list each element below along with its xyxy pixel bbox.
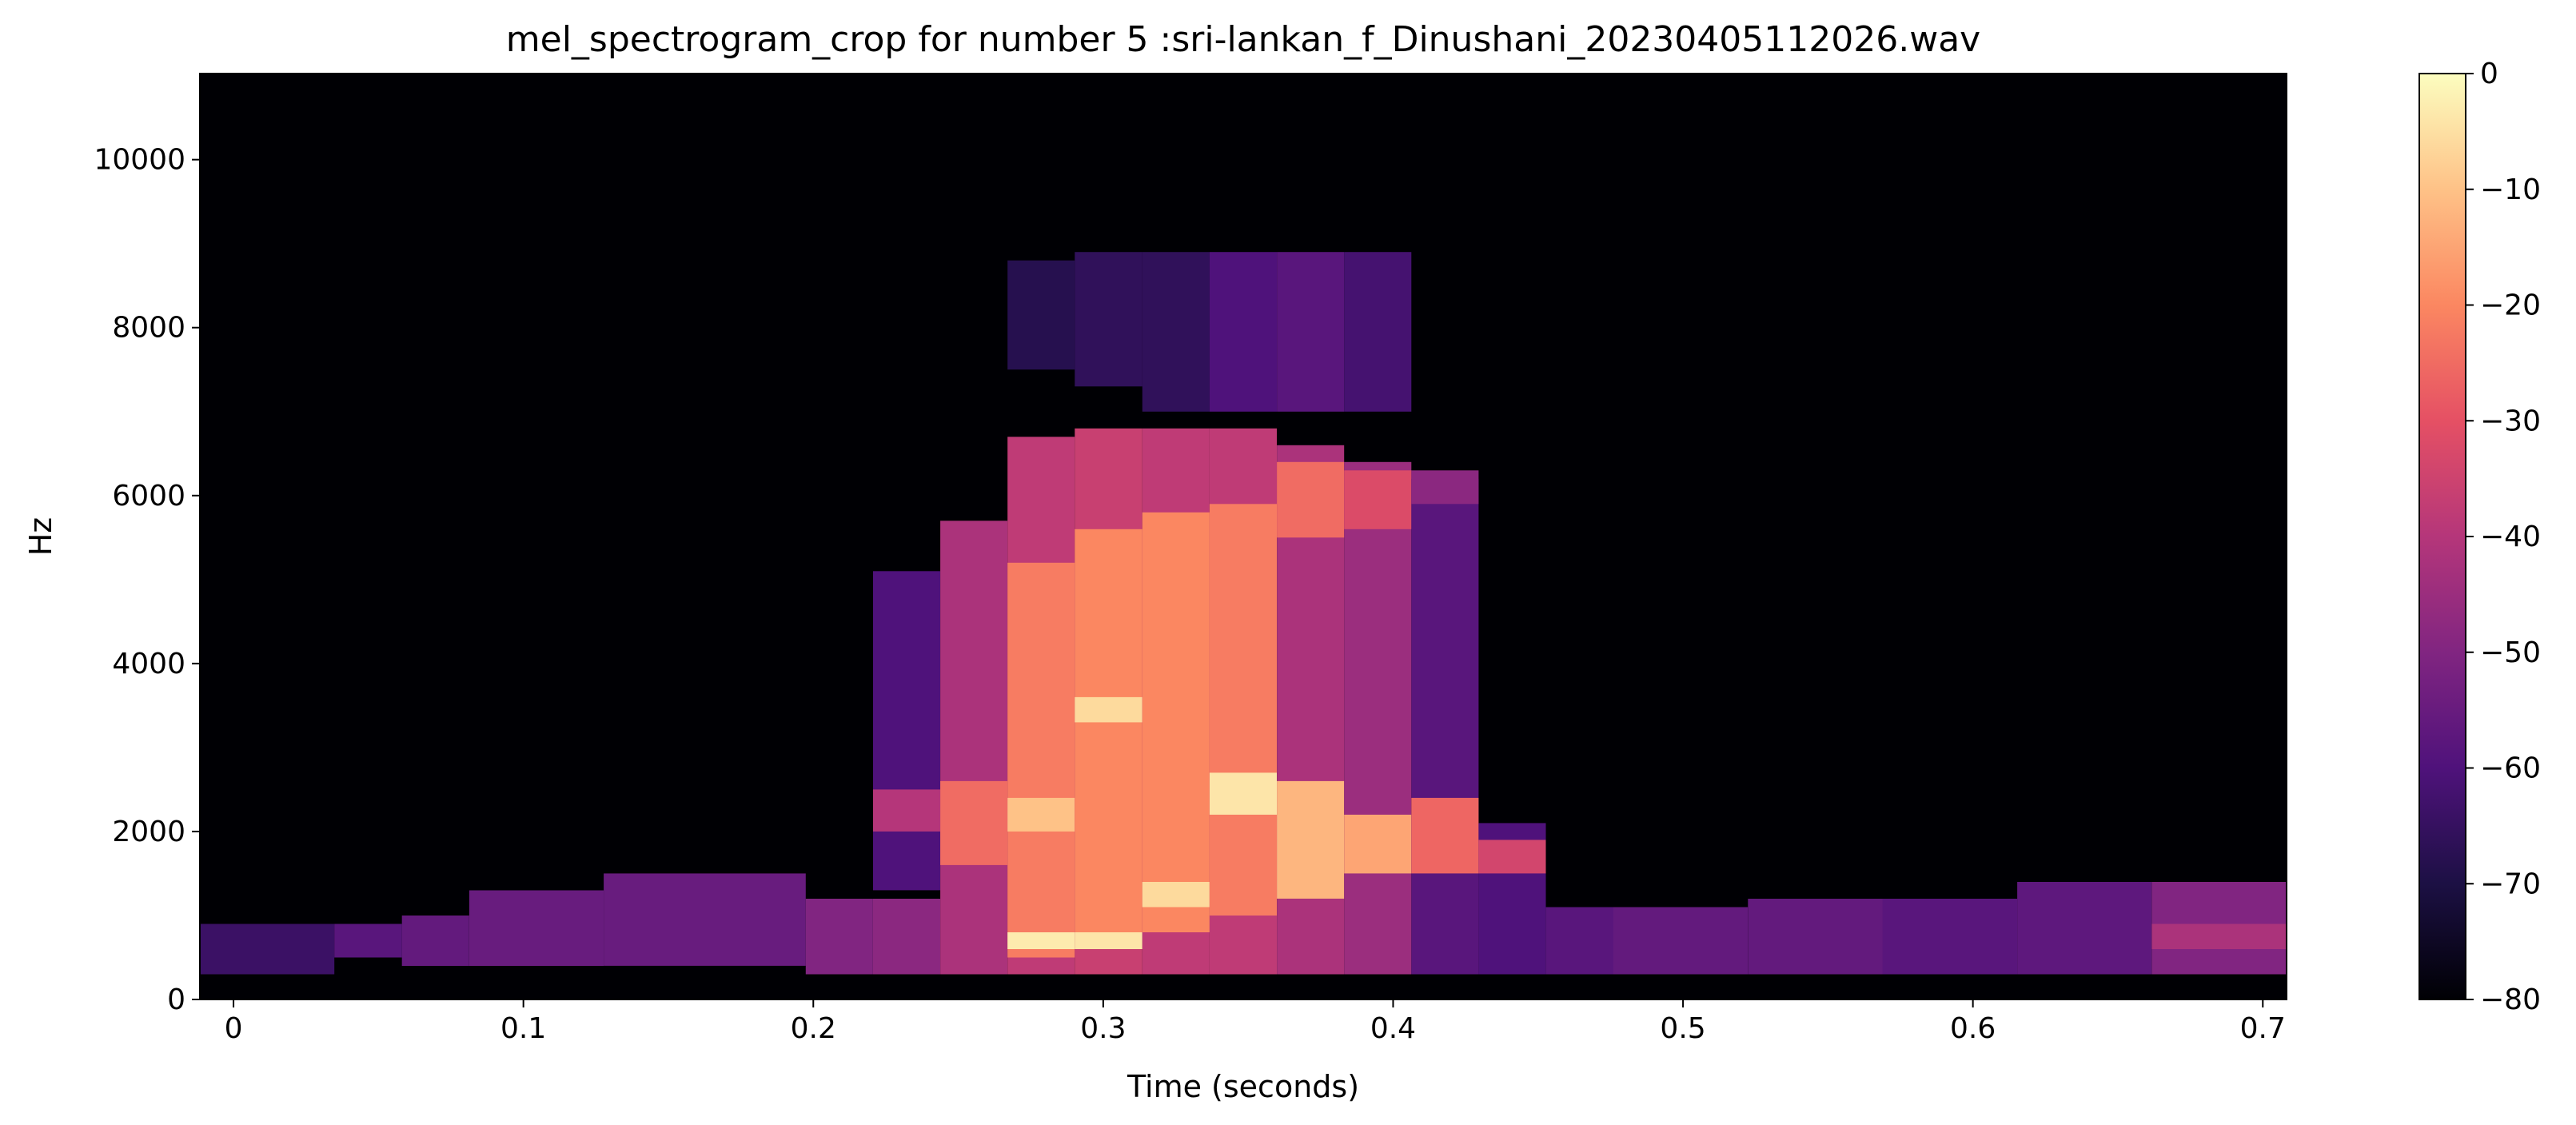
x-tick-label: 0.3 [1080, 1012, 1126, 1045]
heatmap-cell [1142, 882, 1210, 908]
heatmap-cell [1209, 504, 1277, 916]
heatmap-cell [200, 924, 335, 975]
x-tick-label: 0.1 [500, 1012, 546, 1045]
heatmap-cell [401, 916, 469, 966]
y-tick-label: 8000 [112, 312, 185, 345]
colorbar [2418, 73, 2466, 1000]
x-tick-label: 0.5 [1660, 1012, 1705, 1045]
heatmap-cell [1882, 899, 2018, 975]
heatmap-cell [873, 571, 941, 891]
y-tick-label: 2000 [112, 816, 185, 848]
x-tick-label: 0 [225, 1012, 243, 1045]
heatmap-cell [334, 924, 402, 958]
heatmap-cell [1411, 797, 1479, 874]
colorbar-tick-label: −60 [2480, 752, 2541, 785]
heatmap-cell [2017, 882, 2152, 975]
heatmap-cell [1478, 840, 1546, 874]
heatmap-cell [1075, 696, 1142, 723]
plot-frame [199, 73, 2287, 1000]
x-axis-ticks: 0 0.1 0.2 0.3 0.4 0.5 0.6 0.7 [225, 999, 2286, 1045]
heatmap-cell [1613, 907, 1749, 975]
heatmap-cell [805, 899, 873, 975]
heatmap-cell [1411, 470, 1479, 505]
heatmap-cell [1075, 529, 1142, 932]
heatmap-cell [940, 521, 1008, 975]
heatmap-cell [1344, 461, 1412, 975]
y-tick-label: 0 [167, 983, 185, 1016]
colorbar-tick-label: −80 [2480, 983, 2541, 1016]
y-tick-label: 6000 [112, 480, 185, 513]
spectrogram-heatmap [200, 74, 2287, 999]
heatmap-cell [1142, 252, 1210, 412]
heatmap-cell [604, 873, 806, 966]
colorbar-tick-label: −20 [2480, 289, 2541, 322]
heatmap-cell [1007, 260, 1075, 370]
y-tick-label: 4000 [112, 648, 185, 680]
y-axis-label: Hz [23, 517, 58, 557]
x-tick-label: 0.2 [791, 1012, 836, 1045]
y-axis-ticks: 0 2000 4000 6000 8000 10000 [94, 144, 200, 1016]
heatmap-cell [1007, 932, 1075, 949]
heatmap-cell [873, 899, 941, 975]
heatmap-cell [1344, 814, 1412, 874]
x-tick-label: 0.4 [1370, 1012, 1416, 1045]
heatmap-cell [1075, 252, 1142, 387]
heatmap-cell [1007, 797, 1075, 832]
colorbar-tick-label: −10 [2480, 174, 2541, 206]
heatmap-cell [1209, 252, 1277, 412]
x-axis-label: Time (seconds) [1127, 1069, 1359, 1104]
x-tick-label: 0.7 [2240, 1012, 2286, 1045]
heatmap-cell [1344, 252, 1412, 412]
heatmap-cell [1277, 461, 1345, 538]
heatmap-cell [1075, 932, 1142, 949]
heatmap-cell [1277, 252, 1345, 412]
heatmap-cell [1142, 512, 1210, 932]
heatmap-cell [1007, 562, 1075, 958]
colorbar-tick-label: −50 [2480, 636, 2541, 669]
colorbar-ticks: 0 −10 −20 −30 −40 −50 −60 −70 −80 [2466, 58, 2541, 1016]
heatmap-cell [873, 789, 941, 832]
heatmap-cell [1209, 772, 1277, 815]
colorbar-tick-label: −70 [2480, 868, 2541, 900]
x-tick-label: 0.6 [1950, 1012, 1996, 1045]
heatmap-cell [940, 780, 1008, 865]
heatmap-cell [1545, 907, 1614, 975]
heatmap-cell [2151, 924, 2287, 949]
colorbar-tick-label: −30 [2480, 405, 2541, 437]
y-tick-label: 10000 [94, 144, 185, 177]
chart-title: mel_spectrogram_crop for number 5 :sri-l… [506, 19, 1980, 60]
heatmap-cell [1411, 478, 1479, 975]
heatmap-cell [469, 890, 604, 966]
colorbar-tick-label: 0 [2480, 58, 2498, 90]
heatmap-cell [1277, 780, 1345, 899]
heatmap-cell [1748, 899, 1883, 975]
heatmap-cell [1344, 470, 1412, 529]
colorbar-tick-label: −40 [2480, 521, 2541, 553]
